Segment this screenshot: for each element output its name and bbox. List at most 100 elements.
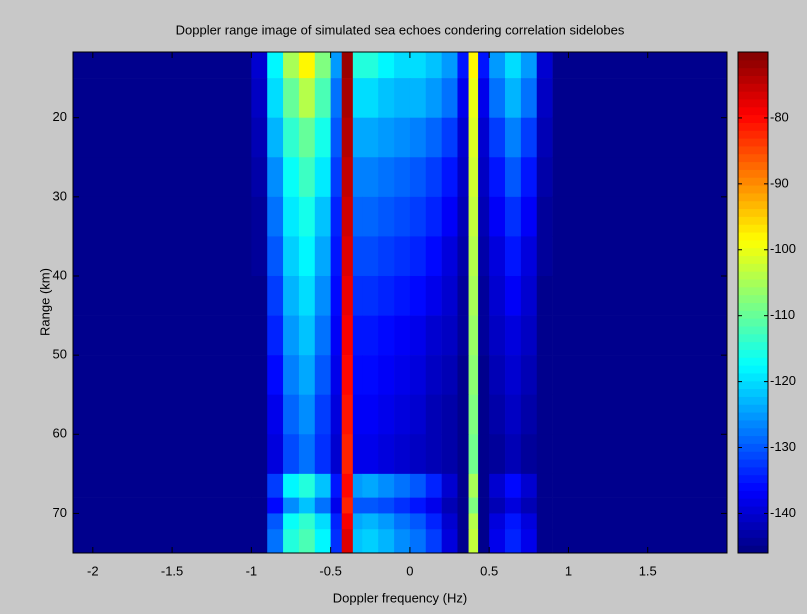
heatmap-cell [352, 473, 363, 498]
heatmap-cell [378, 529, 395, 554]
heatmap-cell [505, 157, 522, 198]
heatmap-cell [283, 497, 300, 514]
heatmap-cell [298, 196, 316, 237]
heatmap-cell [409, 52, 427, 79]
heatmap-cell [468, 275, 479, 316]
heatmap-cell [341, 473, 354, 498]
heatmap-cell [251, 355, 268, 396]
heatmap-cell [330, 236, 343, 277]
heatmap-cell [478, 473, 490, 498]
colorbar-swatch [738, 545, 768, 554]
heatmap-cell [520, 236, 538, 277]
heatmap-cell [394, 157, 411, 198]
heatmap-cell [251, 275, 268, 316]
heatmap-cell [352, 275, 363, 316]
heatmap-cell [330, 157, 343, 198]
colorbar-swatch [738, 459, 768, 468]
heatmap-cell [441, 52, 458, 79]
heatmap-cell [378, 355, 395, 396]
heatmap-cell [362, 434, 379, 475]
colorbar-swatch [738, 279, 768, 288]
heatmap-cell [425, 497, 442, 514]
heatmap-cell [394, 117, 411, 158]
colorbar-swatch [738, 177, 768, 186]
colorbar-swatch [738, 130, 768, 139]
heatmap-cell [505, 394, 522, 435]
heatmap-cell [251, 394, 268, 435]
heatmap-cell [478, 236, 490, 277]
heatmap-cell [425, 236, 442, 277]
heatmap-cell [505, 52, 522, 79]
heatmap-cell [283, 513, 300, 530]
heatmap-cell [505, 236, 522, 277]
heatmap-cell [425, 355, 442, 396]
heatmap-cell [468, 157, 479, 198]
colorbar-swatch [738, 365, 768, 374]
heatmap-cell [552, 157, 728, 198]
heatmap-cell [73, 117, 252, 158]
colorbar-tick-label: -120 [770, 373, 796, 388]
colorbar-swatch [738, 83, 768, 92]
heatmap-cell [362, 529, 379, 554]
colorbar-swatch [738, 169, 768, 178]
y-axis-label: Range (km) [37, 268, 52, 336]
colorbar-swatch [738, 232, 768, 241]
heatmap-cell [409, 473, 427, 498]
colorbar-swatch [738, 513, 768, 523]
heatmap-cell [441, 355, 458, 396]
colorbar-swatch [738, 506, 768, 515]
heatmap-cell [330, 434, 343, 475]
heatmap-cell [251, 434, 268, 475]
heatmap-cell [378, 275, 395, 316]
heatmap-cell [409, 157, 427, 198]
colorbar-swatch [738, 185, 768, 194]
heatmap-cell [409, 236, 427, 277]
heatmap-cell [362, 275, 379, 316]
heatmap-cell [394, 355, 411, 396]
colorbar-swatch [738, 466, 768, 476]
colorbar-swatch [738, 443, 768, 452]
colorbar-swatch [738, 106, 768, 116]
heatmap-cell [489, 513, 506, 530]
heatmap-cell [489, 434, 506, 475]
heatmap-cell [478, 78, 490, 118]
heatmap-cell [520, 196, 538, 237]
heatmap-cell [352, 117, 363, 158]
heatmap-cell [378, 52, 395, 79]
colorbar-tick-label: -110 [770, 307, 795, 322]
heatmap-cell [330, 394, 343, 435]
heatmap-cell [457, 394, 469, 435]
heatmap-cell [478, 315, 490, 356]
heatmap-cell [341, 117, 354, 158]
heatmap-cell [489, 117, 506, 158]
heatmap-cell [478, 52, 490, 79]
colorbar-swatch [738, 208, 768, 217]
colorbar-swatch [738, 333, 768, 343]
heatmap-cell [394, 497, 411, 514]
colorbar-swatch [738, 91, 768, 100]
heatmap-cell [267, 236, 284, 277]
heatmap-cell [362, 78, 379, 118]
heatmap-cell [378, 473, 395, 498]
heatmap-cell [520, 513, 538, 530]
heatmap-cell [330, 196, 343, 237]
heatmap-cell [394, 78, 411, 118]
heatmap-cell [505, 434, 522, 475]
heatmap-cell [251, 473, 268, 498]
heatmap-cell [409, 275, 427, 316]
heatmap-cell [441, 315, 458, 356]
heatmap-cell [298, 117, 316, 158]
heatmap-cell [267, 275, 284, 316]
heatmap-cell [330, 315, 343, 356]
heatmap-cell [330, 355, 343, 396]
heatmap-cell [468, 473, 479, 498]
heatmap-cell [441, 236, 458, 277]
heatmap-cell [552, 236, 728, 277]
heatmap-cell [441, 78, 458, 118]
heatmap-cell [314, 117, 331, 158]
heatmap-cell [441, 529, 458, 554]
heatmap-cell [489, 497, 506, 514]
heatmap-cell [283, 117, 300, 158]
heatmap-cell [298, 355, 316, 396]
heatmap-cell [552, 394, 728, 435]
